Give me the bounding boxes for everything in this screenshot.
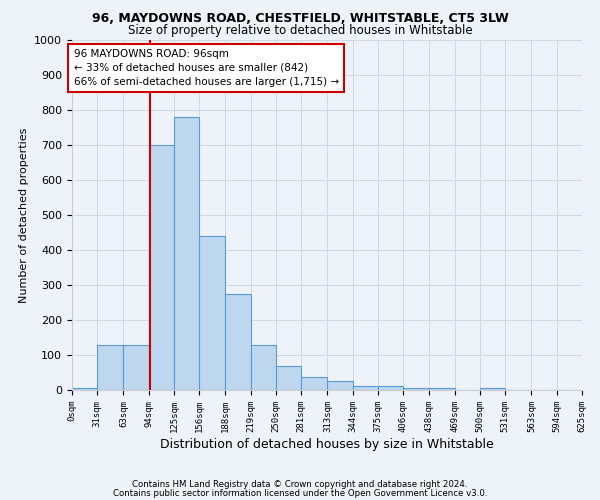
X-axis label: Distribution of detached houses by size in Whitstable: Distribution of detached houses by size … xyxy=(160,438,494,450)
Text: Size of property relative to detached houses in Whitstable: Size of property relative to detached ho… xyxy=(128,24,472,37)
Text: 96, MAYDOWNS ROAD, CHESTFIELD, WHITSTABLE, CT5 3LW: 96, MAYDOWNS ROAD, CHESTFIELD, WHITSTABL… xyxy=(92,12,508,26)
Bar xyxy=(403,388,430,390)
Bar xyxy=(149,145,174,390)
Bar xyxy=(97,345,124,390)
Bar xyxy=(480,388,505,390)
Bar xyxy=(430,388,455,390)
Text: 96 MAYDOWNS ROAD: 96sqm
← 33% of detached houses are smaller (842)
66% of semi-d: 96 MAYDOWNS ROAD: 96sqm ← 33% of detache… xyxy=(74,48,339,86)
Bar xyxy=(353,386,378,390)
Bar xyxy=(251,344,276,390)
Bar xyxy=(72,388,97,390)
Bar xyxy=(124,345,149,390)
Bar xyxy=(199,236,226,390)
Text: Contains public sector information licensed under the Open Government Licence v3: Contains public sector information licen… xyxy=(113,488,487,498)
Bar xyxy=(276,366,301,390)
Y-axis label: Number of detached properties: Number of detached properties xyxy=(19,128,29,302)
Text: Contains HM Land Registry data © Crown copyright and database right 2024.: Contains HM Land Registry data © Crown c… xyxy=(132,480,468,489)
Bar xyxy=(378,386,403,390)
Bar xyxy=(301,376,328,390)
Bar xyxy=(328,381,353,390)
Bar xyxy=(226,294,251,390)
Bar xyxy=(174,117,199,390)
